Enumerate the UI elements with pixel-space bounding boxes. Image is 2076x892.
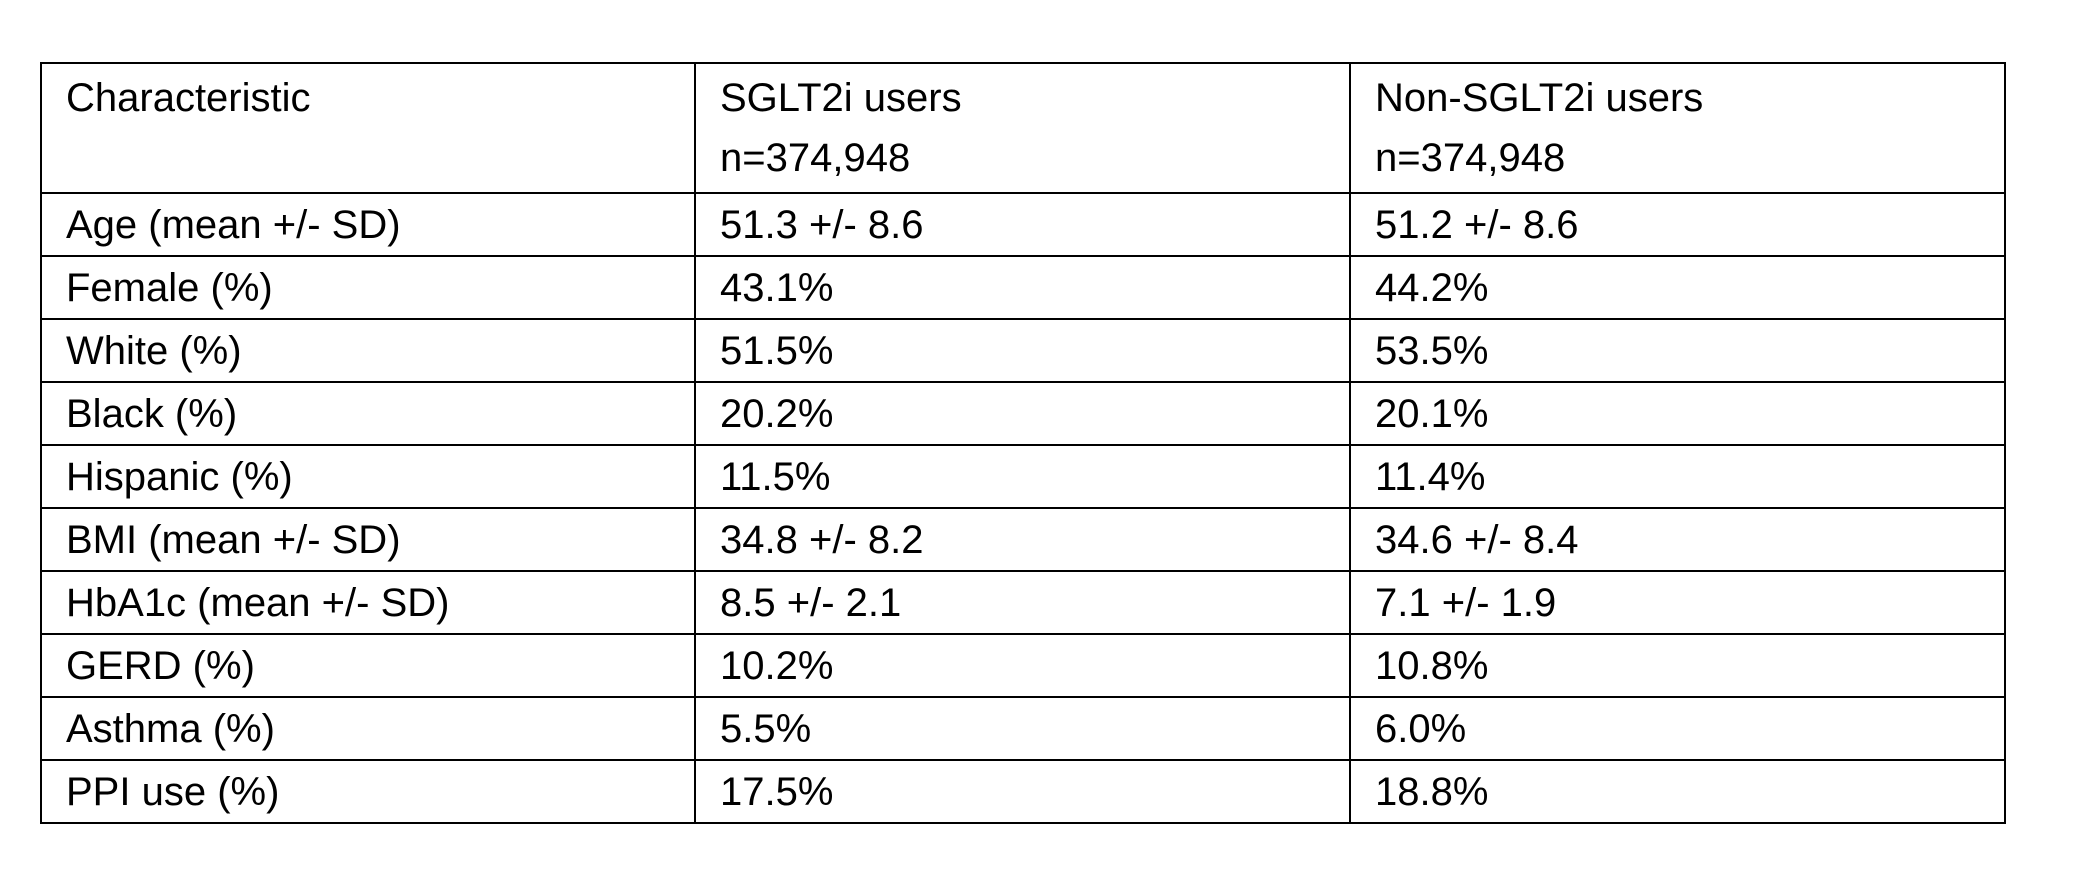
header-non-sglt2i-users: Non-SGLT2i users n=374,948	[1349, 62, 2006, 194]
cell-characteristic: HbA1c (mean +/- SD)	[40, 570, 696, 635]
table-row: BMI (mean +/- SD) 34.8 +/- 8.2 34.6 +/- …	[40, 507, 2006, 572]
table-header-row: Characteristic SGLT2i users n=374,948 No…	[40, 62, 2006, 194]
cell-non-sglt2i-value: 44.2%	[1349, 255, 2006, 320]
cell-non-sglt2i-value: 11.4%	[1349, 444, 2006, 509]
characteristics-table-container: Characteristic SGLT2i users n=374,948 No…	[40, 62, 2006, 824]
cell-characteristic: Age (mean +/- SD)	[40, 192, 696, 257]
table-row: Hispanic (%) 11.5% 11.4%	[40, 444, 2006, 509]
cell-non-sglt2i-value: 53.5%	[1349, 318, 2006, 383]
table-row: Age (mean +/- SD) 51.3 +/- 8.6 51.2 +/- …	[40, 192, 2006, 257]
cell-non-sglt2i-value: 18.8%	[1349, 759, 2006, 824]
cell-sglt2i-value: 11.5%	[694, 444, 1351, 509]
cell-sglt2i-value: 10.2%	[694, 633, 1351, 698]
header-non-sglt2i-label: Non-SGLT2i users	[1375, 76, 1704, 120]
cell-characteristic: Hispanic (%)	[40, 444, 696, 509]
cell-characteristic: BMI (mean +/- SD)	[40, 507, 696, 572]
cell-characteristic: PPI use (%)	[40, 759, 696, 824]
cell-non-sglt2i-value: 10.8%	[1349, 633, 2006, 698]
cell-non-sglt2i-value: 20.1%	[1349, 381, 2006, 446]
cell-characteristic: Female (%)	[40, 255, 696, 320]
table-row: PPI use (%) 17.5% 18.8%	[40, 759, 2006, 824]
cell-sglt2i-value: 51.5%	[694, 318, 1351, 383]
cell-sglt2i-value: 51.3 +/- 8.6	[694, 192, 1351, 257]
table-row: Female (%) 43.1% 44.2%	[40, 255, 2006, 320]
header-sglt2i-count: n=374,948	[720, 136, 911, 180]
table-row: HbA1c (mean +/- SD) 8.5 +/- 2.1 7.1 +/- …	[40, 570, 2006, 635]
header-characteristic: Characteristic	[40, 62, 696, 194]
cell-non-sglt2i-value: 6.0%	[1349, 696, 2006, 761]
header-sglt2i-label: SGLT2i users	[720, 76, 962, 120]
cell-sglt2i-value: 43.1%	[694, 255, 1351, 320]
cell-characteristic: Asthma (%)	[40, 696, 696, 761]
cell-characteristic: White (%)	[40, 318, 696, 383]
cell-sglt2i-value: 20.2%	[694, 381, 1351, 446]
cell-sglt2i-value: 34.8 +/- 8.2	[694, 507, 1351, 572]
cell-sglt2i-value: 17.5%	[694, 759, 1351, 824]
header-non-sglt2i-count: n=374,948	[1375, 136, 1566, 180]
table-row: GERD (%) 10.2% 10.8%	[40, 633, 2006, 698]
cell-non-sglt2i-value: 7.1 +/- 1.9	[1349, 570, 2006, 635]
cell-sglt2i-value: 8.5 +/- 2.1	[694, 570, 1351, 635]
cell-non-sglt2i-value: 34.6 +/- 8.4	[1349, 507, 2006, 572]
table-row: Asthma (%) 5.5% 6.0%	[40, 696, 2006, 761]
cell-characteristic: GERD (%)	[40, 633, 696, 698]
cell-characteristic: Black (%)	[40, 381, 696, 446]
header-characteristic-label: Characteristic	[66, 76, 311, 120]
header-sglt2i-users: SGLT2i users n=374,948	[694, 62, 1351, 194]
table-row: White (%) 51.5% 53.5%	[40, 318, 2006, 383]
cell-non-sglt2i-value: 51.2 +/- 8.6	[1349, 192, 2006, 257]
table-row: Black (%) 20.2% 20.1%	[40, 381, 2006, 446]
cell-sglt2i-value: 5.5%	[694, 696, 1351, 761]
baseline-characteristics-table: Characteristic SGLT2i users n=374,948 No…	[40, 62, 2006, 824]
